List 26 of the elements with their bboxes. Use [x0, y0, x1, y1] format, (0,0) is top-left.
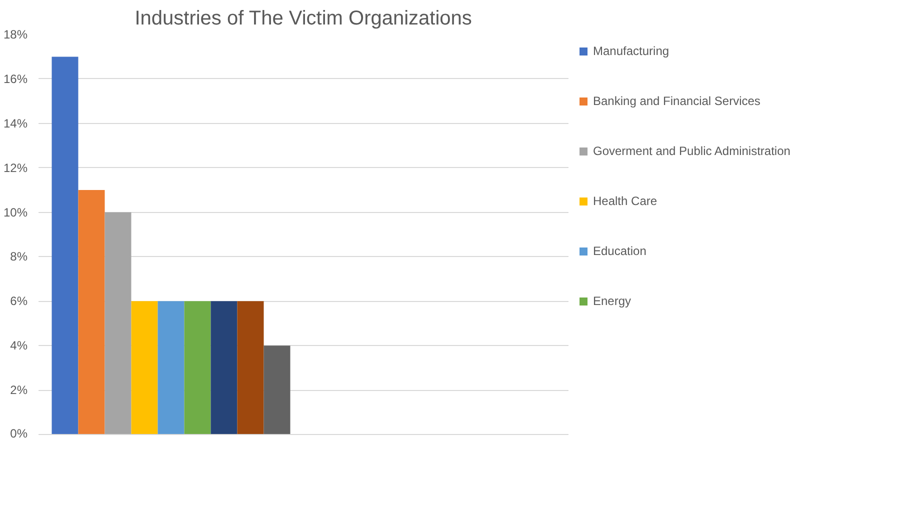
legend-label: Goverment and Public Administration [593, 144, 790, 158]
bar [78, 190, 105, 434]
y-tick-label: 10% [3, 205, 28, 220]
legend-label: Education [593, 244, 646, 258]
bar [104, 212, 132, 434]
chart-title: Industries of The Victim Organizations [134, 8, 472, 30]
legend-label: Manufacturing [593, 44, 670, 58]
y-tick-label: 6% [10, 294, 28, 308]
y-tick-label: 14% [3, 116, 28, 130]
bar [131, 301, 158, 434]
legend-label: Energy [593, 294, 632, 308]
y-tick-label: 0% [10, 426, 28, 440]
bar [210, 301, 238, 434]
legend-label: Banking and Financial Services [593, 94, 760, 108]
y-tick-label: 16% [3, 72, 28, 86]
bar [158, 301, 184, 434]
bar [184, 301, 211, 434]
y-tick-label: 2% [10, 383, 28, 398]
y-tick-label: 8% [10, 250, 28, 264]
y-tick-label: 12% [3, 160, 28, 175]
bar [237, 301, 264, 434]
bar [52, 56, 78, 434]
bar [264, 346, 290, 434]
y-tick-label: 18% [3, 28, 28, 42]
y-tick-label: 4% [10, 338, 28, 353]
legend-label: Health Care [593, 194, 658, 208]
